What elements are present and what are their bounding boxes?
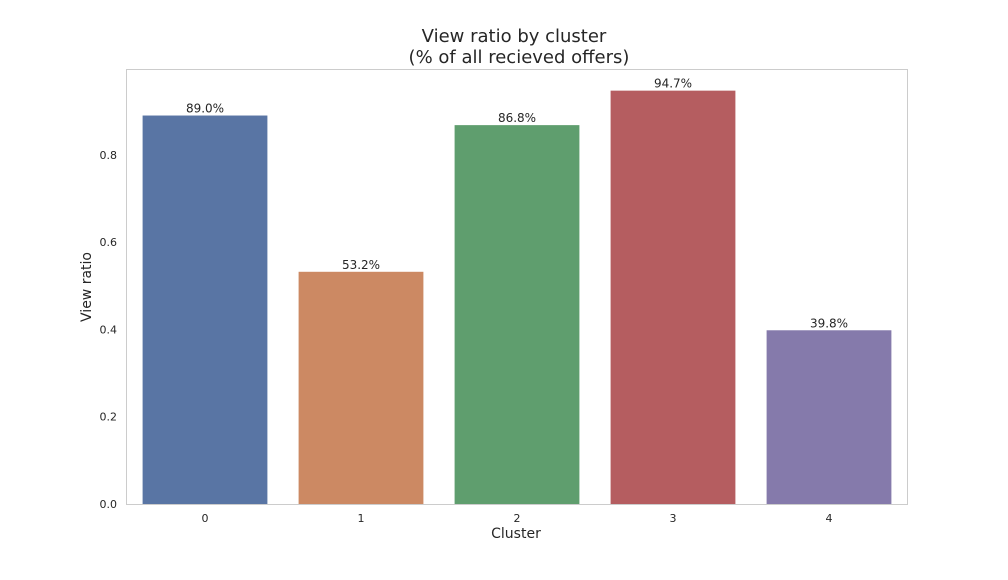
bar-cluster-2 — [454, 125, 580, 505]
x-axis-label: Cluster — [491, 526, 541, 542]
bar-cluster-0 — [142, 115, 268, 504]
x-tick-label-4: 4 — [826, 512, 833, 525]
data-label-cluster-1: 53.2% — [342, 258, 380, 272]
chart-title-line1: View ratio by cluster — [422, 26, 607, 47]
x-tick-label-0: 0 — [202, 512, 209, 525]
data-label-cluster-2: 86.8% — [498, 111, 536, 125]
bar-cluster-3 — [610, 90, 736, 505]
bar-cluster-1 — [298, 271, 424, 504]
ticks-layer: 0 1 2 3 4 0.0 0.2 0.4 0.6 0.8 — [100, 149, 833, 525]
data-label-cluster-3: 94.7% — [654, 77, 692, 91]
chart-title-line2: (% of all recieved offers) — [409, 47, 630, 68]
plot-area-frame — [126, 69, 908, 505]
x-tick-label-2: 2 — [514, 512, 521, 525]
bar-cluster-4 — [766, 330, 892, 504]
bars-layer: 89.0% 53.2% 86.8% 94.7% 39.8% — [142, 77, 892, 505]
x-tick-label-1: 1 — [358, 512, 365, 525]
x-tick-label-3: 3 — [670, 512, 677, 525]
y-tick-label-0.0: 0.0 — [100, 498, 118, 511]
y-axis-label: View ratio — [79, 252, 95, 322]
y-tick-label-0.2: 0.2 — [100, 411, 118, 424]
y-tick-label-0.6: 0.6 — [100, 236, 118, 249]
data-label-cluster-0: 89.0% — [186, 102, 224, 116]
y-tick-label-0.8: 0.8 — [100, 149, 118, 162]
y-tick-label-0.4: 0.4 — [100, 323, 118, 336]
data-label-cluster-4: 39.8% — [810, 316, 848, 330]
